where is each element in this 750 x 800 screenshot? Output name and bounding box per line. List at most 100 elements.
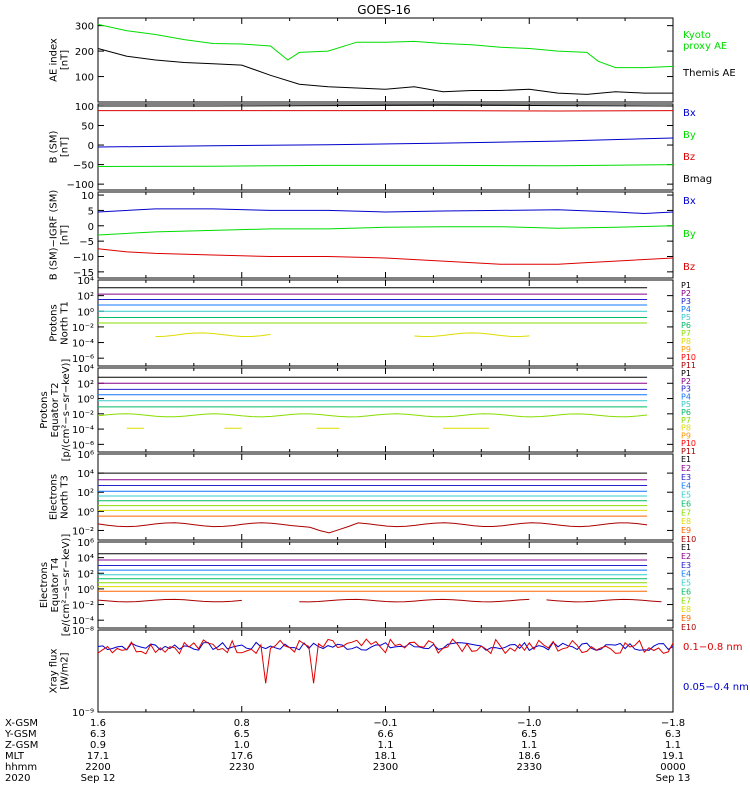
x-axis-table: X-GSMY-GSMZ-GSMMLThhmm20201.66.30.917.12… [4,718,690,784]
panel-3: −15 −10 −5 0 5 10 B (SM)−IGRF (SM) [nT] Bx By Bz [49,190,696,281]
x-column-value: 1.0 [234,740,250,751]
y-axis-label: [nT] [60,50,71,70]
y-axis-label: North T3 [60,475,71,519]
series-line [98,104,674,107]
y-tick-label: 10⁴ [77,554,94,565]
y-tick-label: 10² [77,292,94,303]
x-row-label: X-GSM [5,718,38,729]
channel-legend-e4: E4 [681,482,691,491]
y-tick-label: −5 [79,237,94,248]
y-tick-label: 10⁻⁸ [72,626,94,637]
y-tick-label: 10⁻⁶ [72,440,94,451]
y-axis-label: Protons [49,304,60,341]
x-column-value: 1.1 [378,740,394,751]
panel-frame [97,541,674,629]
channel-legend-e8: E8 [681,605,691,614]
series-line [97,48,673,95]
y-axis-label: [W/m2] [60,652,71,689]
series-line [97,638,674,684]
y-tick-label: 200 [75,47,94,58]
channel-legend-p9: P9 [681,431,691,440]
x-column-value: 6.3 [665,729,681,740]
x-column-value: −1.0 [517,718,541,729]
channel-legend-p3: P3 [681,297,691,306]
y-axis-label: Electrons [39,562,50,608]
x-column-value: Sep 12 [81,773,116,784]
channel-legend-p5: P5 [681,313,691,322]
channel-legend-e3: E3 [681,561,691,570]
channel-legend-e10: E10 [681,623,696,632]
y-tick-label: −10 [73,253,94,264]
x-column-value: 2230 [229,762,254,773]
channel-line-p8 [155,332,271,338]
y-tick-label: 10⁰ [77,395,94,406]
x-column-value: 2300 [373,762,398,773]
series-line [97,164,674,167]
x-row-label: MLT [5,751,25,762]
channel-legend-e7: E7 [681,508,691,517]
panel-frame [97,103,674,191]
channel-legend-e5: E5 [681,491,691,500]
panel-4: 10⁴ 10² 10⁰ 10⁻² 10⁻⁴ 10⁻⁶ Protons North T1 P1P2… [49,276,697,370]
y-tick-label: −50 [73,161,94,172]
channel-legend-e2: E2 [681,464,691,473]
channel-legend-p7: P7 [681,329,691,338]
series-line [97,248,674,265]
y-tick-label: 10⁶ [77,450,94,461]
y-tick-label: 10⁻⁶ [72,354,94,365]
y-tick-label: 10² [77,488,94,499]
y-axis-label: Equator T4 [50,558,61,613]
legend-entry: By [683,130,696,141]
y-tick-label: 10⁻⁹ [72,708,94,719]
channel-line-e10 [299,598,530,603]
channel-legend-e9: E9 [681,526,691,535]
channel-legend-e1: E1 [681,455,691,464]
y-axis-label: Electrons [49,474,60,520]
y-tick-label: 10⁻⁴ [72,339,94,350]
channel-legend-p2: P2 [681,377,691,386]
y-axis-label: B (SM)−IGRF (SM) [49,190,60,281]
channel-line-p8 [414,332,530,338]
y-tick-label: 0 [88,222,94,233]
channel-legend-p4: P4 [681,392,691,401]
x-column-value: 1.6 [90,718,106,729]
legend-entry: 0.1−0.8 nm [683,642,742,653]
x-row-label: 2020 [5,773,30,784]
legend-entry: Bz [683,152,695,163]
y-tick-label: 50 [81,122,94,133]
y-tick-label: 10⁴ [77,469,94,480]
x-column-value: 2200 [85,762,110,773]
series-line [97,208,674,215]
panel-7: 10⁶ 10⁴ 10² 10⁰ 10⁻² 10⁻⁴ Electrons Equator T4[… [39,534,696,637]
legend-entry: 0.05−0.4 nm [683,682,749,693]
channel-legend-e5: E5 [681,579,691,588]
panel-frame [97,453,674,541]
panel-2: −100 −50 0 50 100 B (SM) [nT] Bx By Bz Bmag [49,102,713,191]
series-line [97,225,674,236]
x-column-value: 6.3 [90,729,106,740]
channel-legend-p8: P8 [681,424,691,433]
x-column-value: 2330 [517,762,542,773]
x-row-label: Z-GSM [5,740,38,751]
x-column-value: 6.5 [521,729,537,740]
x-column-value: −1.8 [661,718,685,729]
channel-legend-p8: P8 [681,337,691,346]
y-tick-label: 10 [81,191,94,202]
y-axis-label: [nT] [60,225,71,245]
channel-legend-e9: E9 [681,614,691,623]
channel-legend-e6: E6 [681,587,691,596]
channel-legend-p9: P9 [681,345,691,354]
y-tick-label: 10⁰ [77,507,94,518]
channel-legend-e6: E6 [681,499,691,508]
legend-entry: proxy AE [683,41,727,52]
channel-legend-e8: E8 [681,517,691,526]
y-axis-label: [p/(cm²−s−sr−keV)] [61,359,72,462]
y-axis-label: Protons [39,391,50,428]
series-line [97,137,674,148]
x-column-value: 19.1 [662,751,684,762]
legend-entry: By [683,229,696,240]
channel-legend-p10: P10 [681,353,696,362]
channel-line-p7 [97,413,648,418]
y-tick-label: 10⁰ [77,585,94,596]
y-tick-label: 100 [75,102,94,113]
